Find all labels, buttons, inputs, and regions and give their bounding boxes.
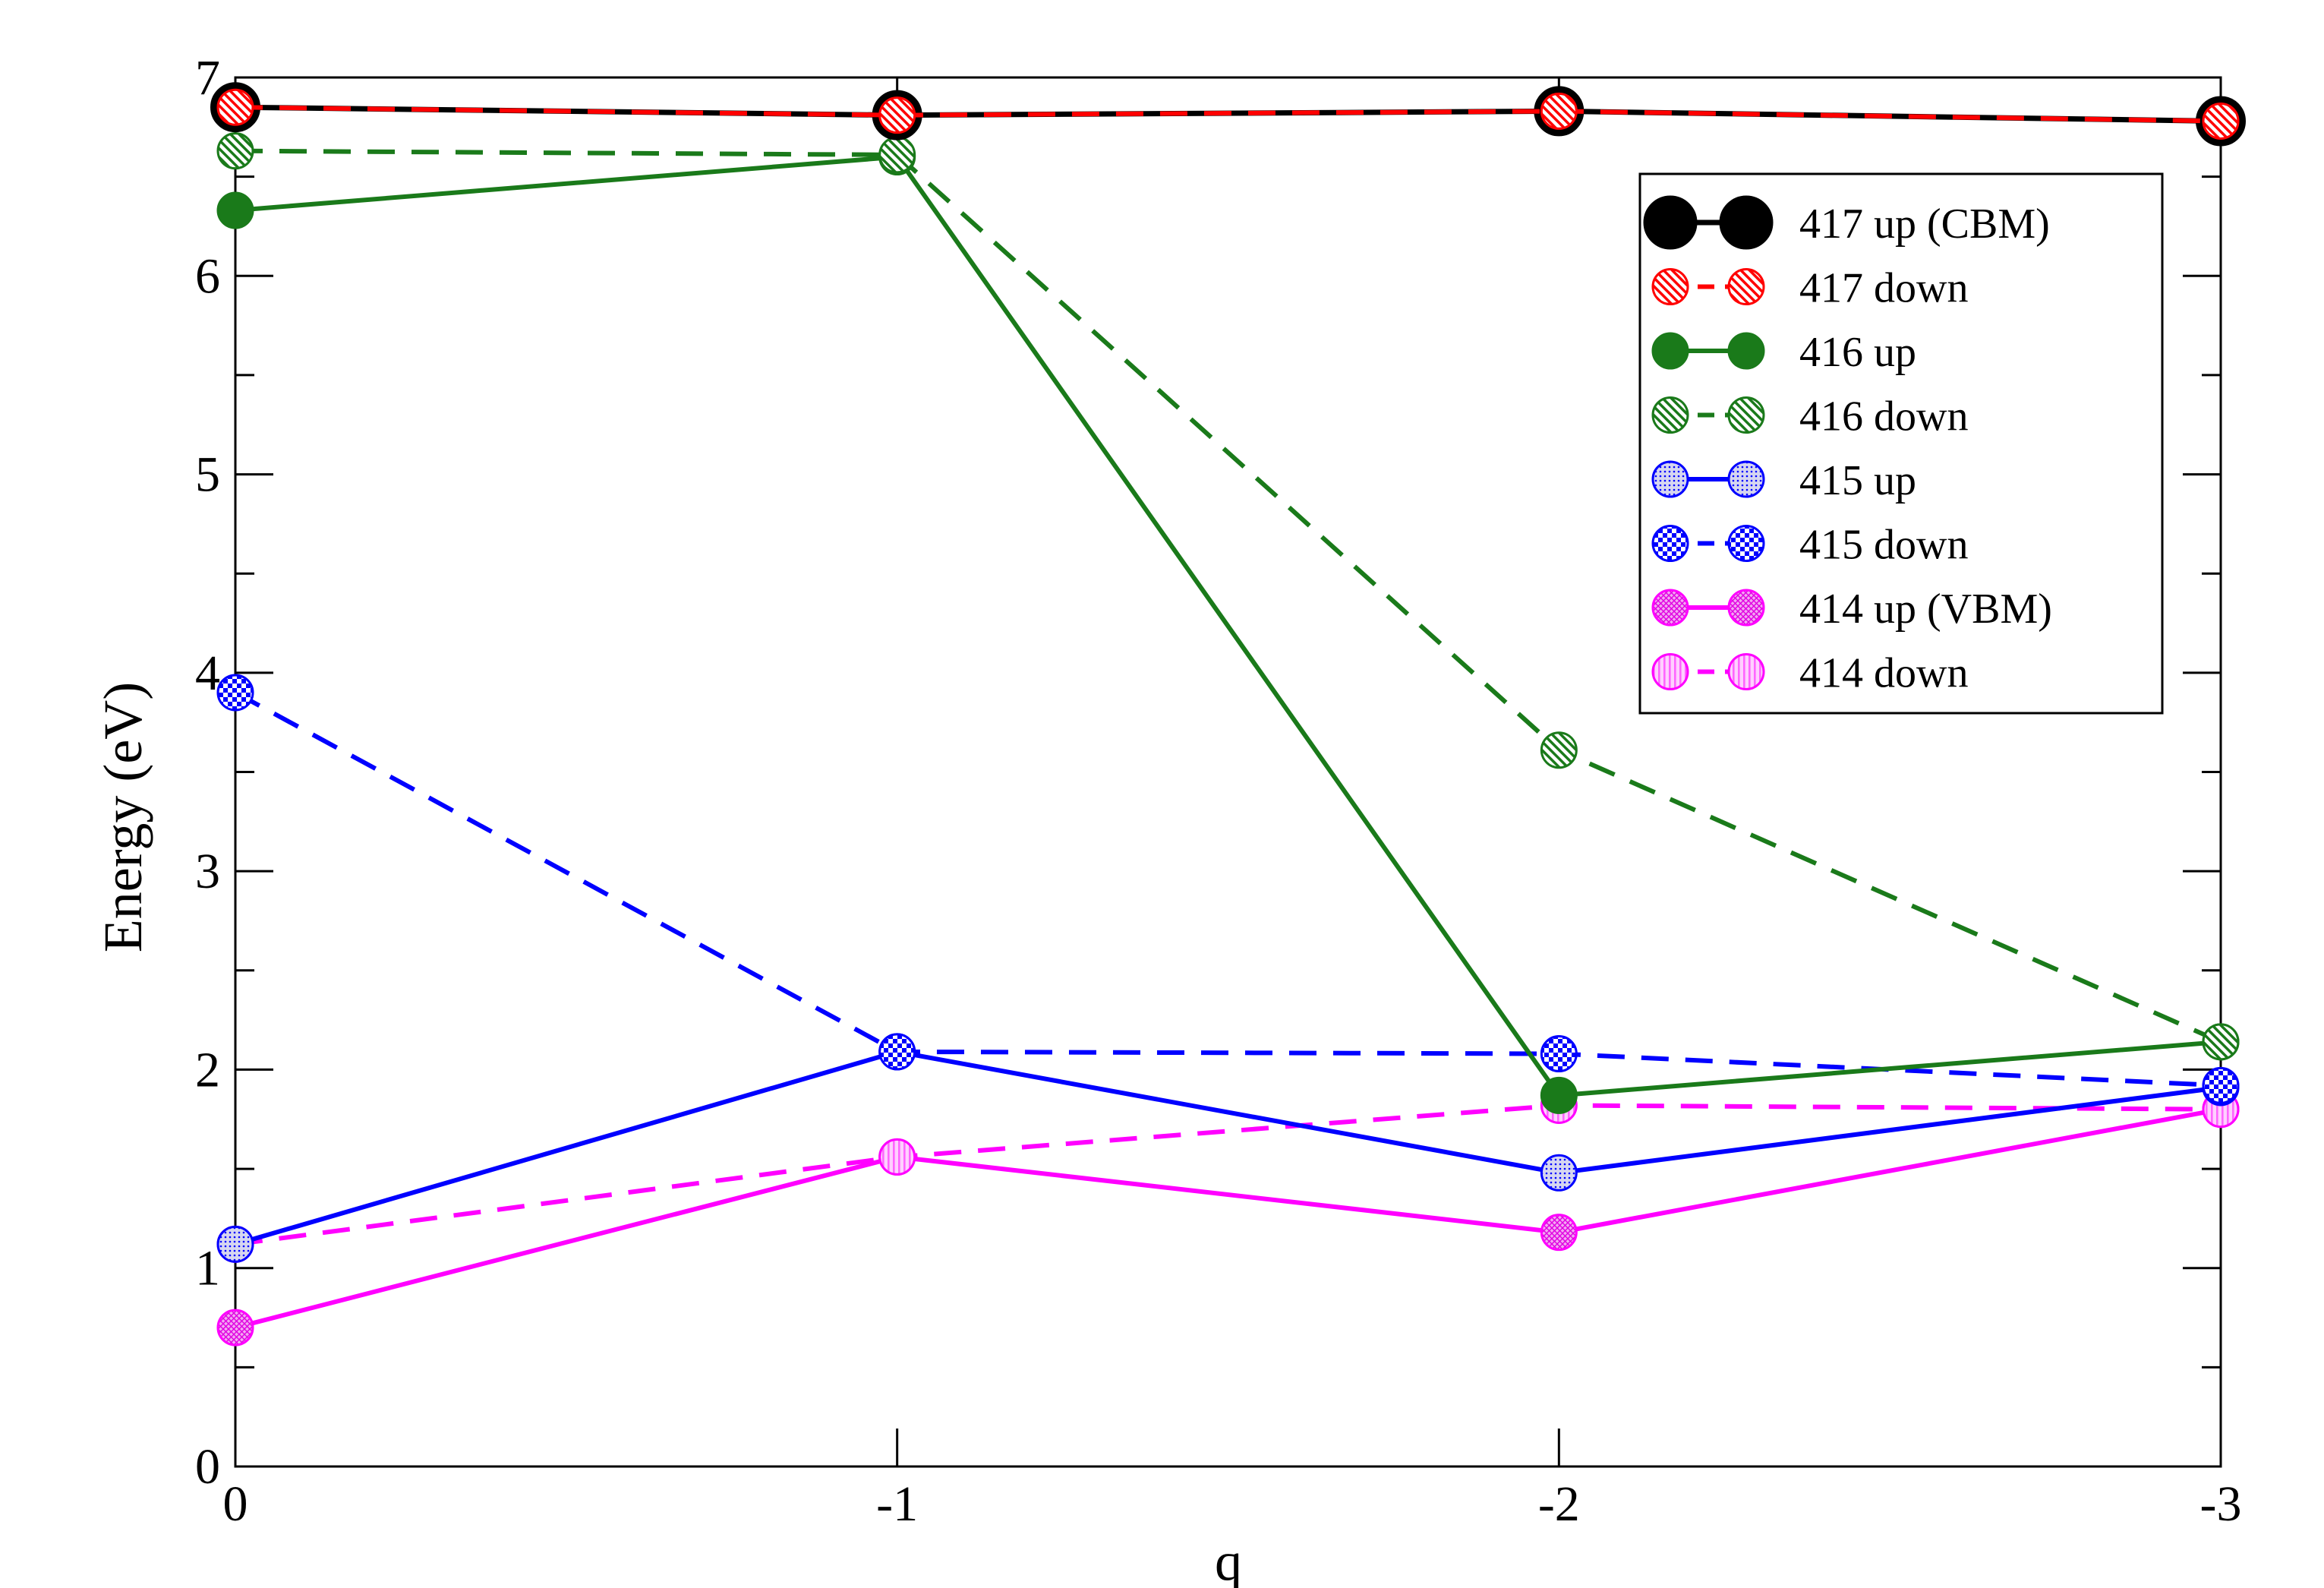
data-point (878, 96, 916, 134)
series-line (234, 690, 2222, 1088)
series-line (235, 148, 2222, 1044)
series-6 (216, 1091, 2240, 1346)
data-point (1540, 1076, 1578, 1114)
legend-label: 417 up (CBM) (1799, 200, 2050, 248)
y-tick-label: 0 (195, 1439, 220, 1495)
y-tick-label: 3 (195, 844, 220, 899)
data-point (216, 191, 254, 229)
legend-marker (1727, 268, 1765, 305)
x-tick-label: -3 (2200, 1476, 2242, 1532)
legend-item: 416 down (1651, 393, 1968, 440)
y-tick-label: 5 (195, 447, 220, 503)
legend-label: 415 up (1799, 457, 1916, 504)
legend-label: 416 down (1799, 393, 1968, 440)
legend-marker (1651, 653, 1689, 690)
legend-marker (1727, 332, 1765, 370)
y-tick-label: 2 (195, 1042, 220, 1097)
legend-item: 417 down (1651, 265, 1968, 312)
legend-marker (1643, 195, 1698, 250)
x-axis: q (1215, 1531, 1242, 1588)
legend-box (1638, 172, 2164, 715)
legend-label: 417 down (1799, 265, 1968, 312)
data-point (1540, 92, 1578, 130)
data-point (878, 1033, 916, 1071)
legend-label: 414 down (1799, 650, 1968, 697)
legend-item: 414 up (VBM) (1651, 586, 2052, 633)
legend-marker (1651, 525, 1689, 562)
series-line (235, 1103, 2222, 1247)
legend-item: 414 down (1651, 650, 1968, 697)
x-axis-label: q (1215, 1531, 1242, 1588)
legend-marker (1727, 589, 1765, 627)
series-line (235, 105, 2222, 124)
data-point (216, 1309, 254, 1346)
legend-item: 416 up (1651, 329, 1916, 376)
legend-item: 417 up (CBM) (1643, 195, 2050, 250)
legend-marker (1651, 396, 1689, 434)
series-1 (216, 88, 2240, 140)
data-point (878, 136, 916, 174)
series-3 (216, 132, 2240, 1061)
x-tick-label: -1 (876, 1476, 918, 1532)
legend-marker (1651, 589, 1689, 627)
data-point (2202, 102, 2240, 140)
series-5 (216, 674, 2240, 1104)
data-point (216, 88, 254, 126)
legend-item: 415 up (1651, 457, 1916, 504)
data-point (1540, 1214, 1578, 1252)
data-point (216, 674, 254, 712)
legend-item: 415 down (1651, 522, 1968, 569)
x-tick-label: -2 (1538, 1476, 1580, 1532)
series-line (235, 1107, 2222, 1331)
data-point (2202, 1066, 2240, 1104)
legend-marker (1727, 396, 1765, 434)
y-axis-label: Energy (eV) (93, 682, 153, 953)
legend-marker (1719, 195, 1774, 250)
legend-label: 415 down (1799, 522, 1968, 569)
legend-label: 416 up (1799, 329, 1916, 376)
x-tick-label: 0 (223, 1476, 248, 1532)
data-point (1540, 1154, 1578, 1192)
legend-label: 414 up (VBM) (1799, 586, 2052, 633)
data-point (216, 1225, 254, 1263)
data-point (216, 132, 254, 170)
y-tick-label: 1 (195, 1241, 220, 1296)
data-point (2202, 1023, 2240, 1061)
legend-marker (1651, 268, 1689, 305)
y-axis: Energy (eV) (93, 682, 153, 953)
series-line (235, 1049, 2222, 1247)
y-tick-label: 4 (195, 646, 220, 701)
legend-marker (1727, 460, 1765, 498)
legend-marker (1651, 332, 1689, 370)
legend: 417 up (CBM) 417 down 416 up 416 down 415 up… (1638, 172, 2164, 715)
series-line (235, 154, 2222, 1098)
data-point (878, 1138, 916, 1176)
legend-marker (1651, 460, 1689, 498)
y-tick-label: 6 (195, 248, 220, 304)
data-point (1540, 1035, 1578, 1073)
legend-marker (1727, 653, 1765, 690)
data-point (1540, 731, 1578, 769)
series-4 (216, 1033, 2240, 1263)
legend-marker (1727, 525, 1765, 562)
